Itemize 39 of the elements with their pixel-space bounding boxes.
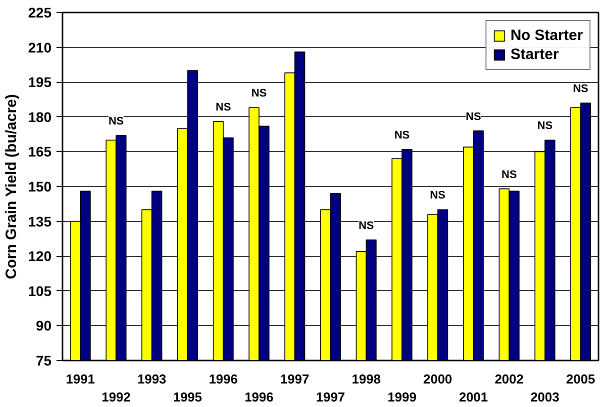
x-tick-label: 1991 — [66, 372, 95, 386]
annotation: NS — [572, 82, 588, 95]
x-tick-label: 1999 — [388, 390, 416, 404]
annotation: NS — [216, 102, 231, 114]
y-tick-label: 165 — [28, 144, 52, 160]
annotation: NS — [251, 88, 267, 100]
y-tick-label: 90 — [36, 318, 52, 334]
x-tick-label: 1997 — [316, 390, 345, 404]
annotation: NS — [430, 190, 446, 202]
x-tick-label: 1998 — [352, 372, 381, 386]
x-tick-label: 2005 — [566, 372, 596, 386]
legend-label: Starter — [510, 46, 559, 63]
x-tick-label: 1993 — [137, 372, 166, 386]
x-tick-label: 1996 — [208, 372, 238, 386]
annotation: NS — [108, 115, 124, 128]
y-tick-label: 75 — [36, 352, 52, 368]
annotation: NS — [502, 168, 517, 181]
y-tick-label: 150 — [28, 178, 52, 194]
x-tick-label: 1997 — [280, 372, 310, 386]
x-tick-label: 1995 — [173, 390, 202, 404]
y-tick-label: 225 — [28, 4, 52, 20]
y-tick-label: 105 — [28, 282, 52, 299]
y-tick-label: 210 — [28, 39, 52, 56]
x-tick-label: 2000 — [423, 372, 452, 386]
y-axis-title: Corn Grain Yield (bu/acre) — [3, 94, 20, 280]
y-tick-label: 180 — [28, 108, 52, 125]
x-tick-label: 2002 — [494, 372, 524, 386]
y-tick-label: 195 — [28, 74, 52, 90]
y-tick-label: 135 — [28, 213, 52, 230]
y-tick-label: 120 — [28, 248, 52, 264]
annotation: NS — [394, 129, 410, 142]
x-tick-label: 2001 — [458, 390, 488, 404]
x-tick-label: 2003 — [530, 390, 560, 404]
annotation: NS — [466, 110, 482, 123]
legend-label: No Starter — [510, 27, 583, 44]
x-tick-label: 1992 — [102, 390, 131, 404]
annotation: NS — [358, 220, 374, 232]
x-tick-label: 1996 — [244, 390, 274, 404]
annotation: NS — [537, 120, 553, 132]
